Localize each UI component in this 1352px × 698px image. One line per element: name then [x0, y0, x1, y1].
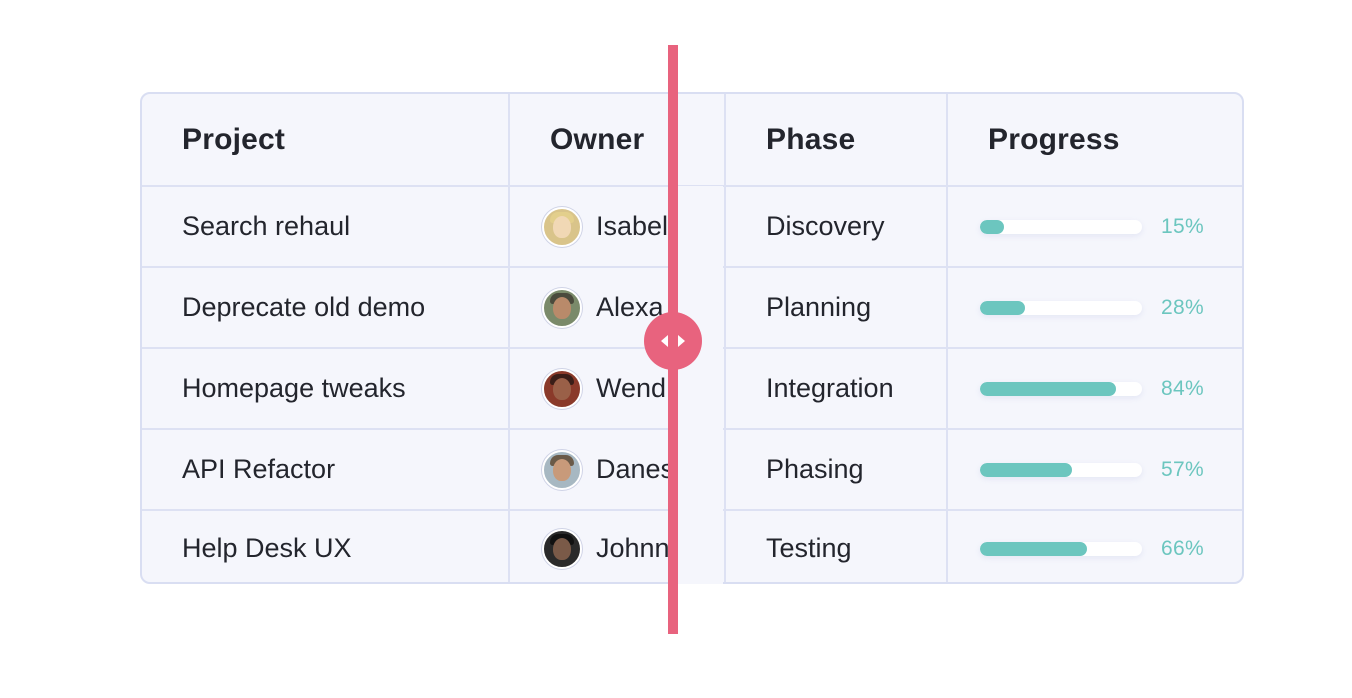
avatar	[542, 206, 582, 247]
progress-percent: 66%	[1161, 536, 1204, 560]
progress-bar	[980, 300, 1142, 315]
progress-percent: 57%	[1161, 457, 1204, 481]
progress-bar-fill	[980, 300, 1026, 315]
progress-cell: 28%	[947, 267, 1242, 349]
projects-table: Project Owner Phase Progress Search reha…	[142, 94, 1242, 582]
phase-cell: Testing	[725, 510, 948, 582]
avatar	[542, 528, 582, 569]
column-header-progress[interactable]: Progress	[947, 94, 1242, 187]
owner-name: Danes	[596, 454, 675, 484]
project-name-cell: Search rehaul	[142, 186, 510, 268]
phase-cell: Discovery	[725, 186, 948, 268]
avatar	[542, 449, 582, 490]
project-name-cell: API Refactor	[142, 429, 510, 511]
progress-bar	[980, 462, 1142, 477]
progress-bar	[980, 219, 1142, 234]
owner-name: Wend	[596, 373, 667, 403]
projects-table-card: Project Owner Phase Progress Search reha…	[140, 92, 1244, 584]
column-header-owner[interactable]: Owner	[509, 94, 726, 187]
owner-name: Alexa	[596, 292, 664, 322]
column-header-phase[interactable]: Phase	[725, 94, 948, 187]
column-header-project[interactable]: Project	[142, 94, 510, 187]
project-name-cell: Deprecate old demo	[142, 267, 510, 349]
table-header-row: Project Owner Phase Progress	[142, 94, 1242, 187]
comparison-mask	[673, 186, 723, 584]
owner-name: Isabel	[596, 211, 669, 241]
project-name-cell: Homepage tweaks	[142, 348, 510, 430]
left-right-arrows-icon	[661, 335, 685, 347]
phase-cell: Planning	[725, 267, 948, 349]
phase-cell: Integration	[725, 348, 948, 430]
table-row[interactable]: API Refactor Danes Phasing	[142, 429, 1242, 511]
progress-bar	[980, 381, 1142, 396]
progress-percent: 84%	[1161, 376, 1204, 400]
avatar	[542, 368, 582, 409]
progress-bar-fill	[980, 541, 1087, 556]
progress-bar-fill	[980, 462, 1073, 477]
table-row[interactable]: Deprecate old demo Alexa Planning	[142, 267, 1242, 349]
comparison-slider-handle[interactable]	[644, 312, 702, 370]
owner-name: Johnn	[596, 533, 670, 563]
progress-cell: 57%	[947, 429, 1242, 511]
table-row[interactable]: Help Desk UX Johnn Testing	[142, 510, 1242, 582]
phase-cell: Phasing	[725, 429, 948, 511]
project-name-cell: Help Desk UX	[142, 510, 510, 582]
progress-bar	[980, 541, 1142, 556]
progress-percent: 15%	[1161, 214, 1204, 238]
progress-percent: 28%	[1161, 295, 1204, 319]
progress-bar-fill	[980, 219, 1005, 234]
progress-cell: 15%	[947, 186, 1242, 268]
progress-bar-fill	[980, 381, 1117, 396]
avatar	[542, 287, 582, 328]
progress-cell: 84%	[947, 348, 1242, 430]
progress-cell: 66%	[947, 510, 1242, 582]
